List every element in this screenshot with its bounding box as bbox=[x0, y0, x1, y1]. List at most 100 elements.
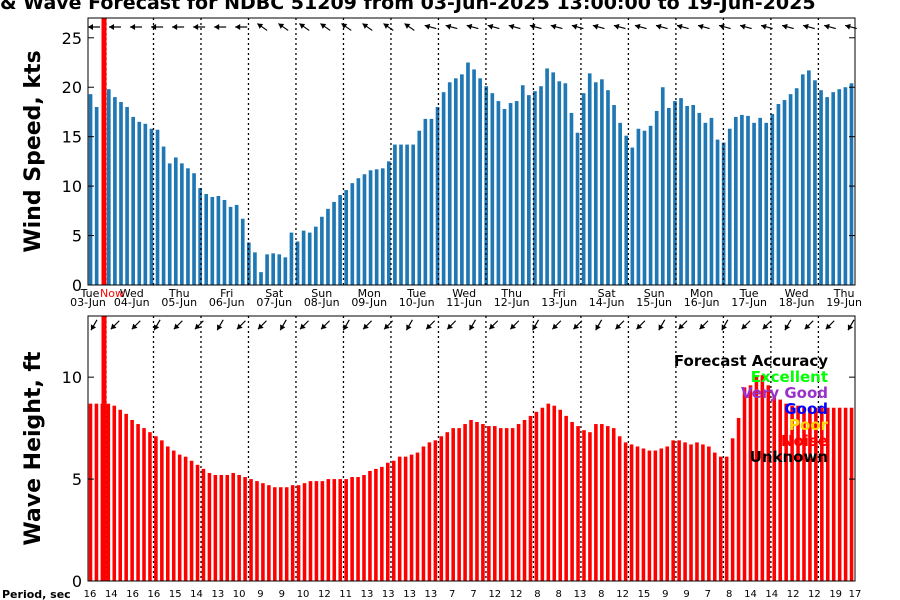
day-name: Tue bbox=[739, 287, 759, 300]
arrow-head bbox=[634, 23, 641, 30]
wave-bar bbox=[528, 415, 533, 581]
wave-bar bbox=[588, 432, 592, 581]
arrow-head bbox=[362, 23, 369, 29]
y-tick-label: 20 bbox=[62, 78, 82, 97]
wave-bar bbox=[831, 407, 836, 581]
arrow-head bbox=[847, 324, 854, 331]
wave-bar bbox=[332, 479, 337, 581]
arrow-head bbox=[447, 323, 453, 330]
wind-bar bbox=[484, 86, 489, 285]
period-value: 14 bbox=[105, 589, 118, 600]
wave-bar bbox=[386, 462, 390, 581]
wave-bar bbox=[427, 442, 432, 581]
period-label: Period, sec bbox=[2, 588, 71, 600]
period-value: 14 bbox=[765, 589, 778, 600]
arrow-head bbox=[510, 323, 516, 330]
period-value: 13 bbox=[403, 589, 416, 600]
direction-arrow bbox=[383, 23, 394, 31]
direction-arrow bbox=[216, 319, 224, 331]
period-value: 14 bbox=[744, 589, 757, 600]
wind-bar bbox=[186, 168, 190, 285]
wind-bar bbox=[234, 204, 239, 285]
direction-arrow bbox=[741, 320, 751, 330]
wave-bar bbox=[338, 479, 343, 581]
direction-arrow bbox=[572, 320, 583, 330]
direction-arrow bbox=[655, 23, 668, 30]
direction-arrow bbox=[362, 23, 373, 31]
wave-bar bbox=[225, 475, 230, 581]
wave-bar bbox=[707, 446, 711, 581]
wind-bar bbox=[691, 105, 696, 286]
direction-arrow bbox=[845, 23, 857, 30]
wave-bar bbox=[617, 436, 622, 581]
wave-bar bbox=[546, 403, 551, 581]
direction-arrow bbox=[257, 320, 267, 330]
arrow-head bbox=[88, 24, 93, 30]
arrow-head bbox=[552, 323, 559, 330]
arrow-head bbox=[698, 23, 704, 30]
wave-bar bbox=[160, 440, 164, 581]
day-date: 18-Jun bbox=[779, 296, 815, 309]
wind-bar bbox=[222, 199, 227, 285]
period-value: 13 bbox=[425, 589, 438, 600]
wave-bar bbox=[469, 419, 473, 581]
wind-bar bbox=[167, 163, 172, 285]
day-name: Fri bbox=[553, 287, 566, 300]
arrow-head bbox=[341, 23, 348, 29]
wind-bar bbox=[125, 107, 129, 285]
wind-bar bbox=[776, 104, 781, 286]
wind-bar bbox=[533, 91, 537, 285]
direction-arrow bbox=[424, 23, 437, 30]
period-value: 8 bbox=[556, 589, 562, 600]
legend-item: Poor bbox=[789, 416, 829, 434]
day-date: 06-Jun bbox=[209, 296, 245, 309]
arrow-head bbox=[761, 23, 767, 30]
arrow-head bbox=[321, 323, 327, 330]
arrow-head bbox=[845, 23, 851, 30]
direction-arrow bbox=[151, 24, 164, 30]
arrow-head bbox=[699, 323, 706, 330]
wave-bar bbox=[683, 442, 687, 581]
arrow-head bbox=[615, 323, 622, 330]
wind-bar bbox=[119, 102, 123, 285]
wind-bar bbox=[216, 196, 221, 285]
wind-bar bbox=[715, 139, 720, 285]
day-date: 19-Jun bbox=[826, 296, 862, 309]
wave-bar bbox=[635, 446, 640, 581]
wave-bar bbox=[243, 477, 247, 581]
wave-bar bbox=[189, 460, 194, 581]
wave-bar bbox=[641, 448, 646, 581]
wave-bar bbox=[540, 407, 545, 581]
wind-bar bbox=[508, 103, 513, 286]
wind-bar bbox=[758, 117, 762, 285]
wave-bar bbox=[718, 456, 723, 581]
wave-bar bbox=[677, 440, 681, 581]
wind-bar bbox=[374, 169, 379, 285]
wind-bar bbox=[228, 206, 233, 285]
wave-bar bbox=[374, 468, 378, 581]
wind-bar bbox=[265, 254, 269, 285]
arrow-head bbox=[384, 323, 390, 330]
wave-bar bbox=[647, 450, 652, 581]
day-name: Wed bbox=[120, 287, 144, 300]
wind-bar bbox=[581, 93, 586, 286]
wind-bar bbox=[307, 232, 312, 285]
wind-bar bbox=[429, 118, 434, 285]
direction-arrow bbox=[383, 320, 394, 330]
legend-item: Noise bbox=[781, 432, 828, 450]
wind-bar bbox=[180, 163, 184, 285]
wind-bar bbox=[624, 135, 629, 285]
period-value: 9 bbox=[683, 589, 689, 600]
arrow-head bbox=[489, 323, 495, 330]
wave-panel: 0 5 10 Wave Height, ft bbox=[21, 315, 856, 591]
wave-bar bbox=[600, 424, 604, 581]
day-name: Wed bbox=[785, 287, 809, 300]
wind-ylabel: Wind Speed, kts bbox=[21, 50, 46, 252]
wind-bar bbox=[447, 82, 452, 286]
now-label: Now bbox=[100, 287, 124, 300]
wind-bar bbox=[606, 90, 610, 285]
direction-arrow bbox=[468, 319, 477, 331]
wind-bar bbox=[332, 201, 336, 285]
wave-bar bbox=[273, 487, 277, 581]
wind-panel: 0 5 10 15 20 25 Wind Speed, kts bbox=[21, 17, 857, 295]
